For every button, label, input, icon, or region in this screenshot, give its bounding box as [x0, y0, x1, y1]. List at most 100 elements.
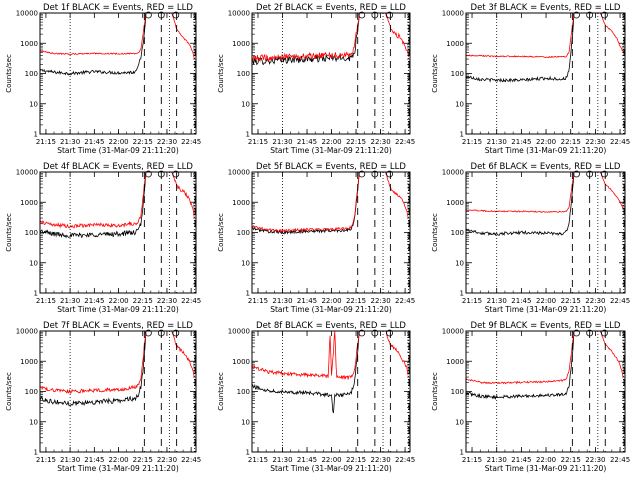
lld-series-line [40, 331, 195, 394]
y-axis-label: Counts/sec [5, 372, 13, 411]
panel-title: Det 5f BLACK = Events, RED = LLD [256, 162, 406, 172]
lld-series-line [40, 13, 195, 60]
x-tick-label: 22:45 [610, 456, 630, 464]
x-tick-label: 21:45 [297, 297, 317, 305]
x-axis-label: Start Time (31-Mar-09 21:11:20) [57, 146, 179, 155]
plot-frame [39, 330, 197, 453]
series-group [466, 172, 624, 237]
x-tick-label: 22:15 [346, 138, 366, 146]
panel-title: Det 4f BLACK = Events, RED = LLD [43, 162, 193, 172]
x-tick-label: 21:15 [462, 138, 482, 146]
y-tick-label: 10000 [228, 10, 250, 18]
saturation-circle-marker [172, 11, 180, 19]
y-tick-label: 10 [455, 259, 464, 267]
saturation-circle-marker [157, 329, 165, 337]
x-tick-label: 22:15 [346, 456, 366, 464]
series-group [40, 172, 195, 239]
x-tick-label: 22:15 [561, 297, 581, 305]
y-tick-label: 1 [34, 290, 38, 298]
x-tick-label: 22:45 [610, 297, 630, 305]
saturation-circle-marker [144, 11, 152, 19]
series-group [40, 331, 195, 407]
y-tick-label: 10 [29, 100, 38, 108]
y-tick-label: 1000 [446, 358, 464, 366]
y-axis-label: Counts/sec [431, 213, 439, 252]
y-tick-label: 10 [455, 100, 464, 108]
y-tick-label: 100 [237, 70, 250, 78]
lld-series-line [466, 331, 624, 385]
y-tick-label: 100 [25, 229, 38, 237]
x-axis-label: Start Time (31-Mar-09 21:11:20) [57, 464, 179, 473]
saturation-circle-marker [586, 11, 594, 19]
x-tick-label: 22:00 [536, 138, 556, 146]
x-tick-label: 22:45 [181, 456, 201, 464]
y-tick-label: 10000 [228, 328, 250, 336]
y-tick-label: 10000 [16, 10, 38, 18]
x-tick-label: 22:30 [370, 297, 390, 305]
events-series-line [40, 13, 147, 76]
x-tick-label: 21:15 [248, 138, 268, 146]
x-tick-label: 22:45 [610, 138, 630, 146]
y-tick-label: 1000 [232, 358, 250, 366]
detector-panel: Det 3f BLACK = Events, RED = LLD Counts/s… [431, 3, 630, 155]
x-tick-label: 22:45 [395, 138, 415, 146]
y-axis-label: Counts/sec [217, 54, 225, 93]
x-tick-label: 21:15 [248, 456, 268, 464]
x-tick-label: 21:45 [84, 297, 104, 305]
plot-frame [251, 330, 411, 453]
y-tick-label: 1000 [446, 40, 464, 48]
y-tick-label: 1000 [446, 199, 464, 207]
x-axis-label: Start Time (31-Mar-09 21:11:20) [485, 464, 607, 473]
y-tick-label: 10 [241, 259, 250, 267]
x-tick-label: 22:00 [321, 456, 341, 464]
x-tick-label: 21:30 [60, 138, 80, 146]
x-tick-label: 21:30 [272, 138, 292, 146]
x-tick-label: 22:00 [536, 456, 556, 464]
saturation-circle-marker [601, 170, 608, 178]
detector-panel: Det 6f BLACK = Events, RED = LLD Counts/s… [431, 162, 630, 314]
y-tick-label: 1 [34, 131, 38, 139]
x-tick-label: 21:30 [487, 297, 507, 305]
saturation-circle-marker [358, 11, 366, 19]
y-axis-label: Counts/sec [217, 213, 225, 252]
x-tick-label: 21:15 [462, 456, 482, 464]
panel-title: Det 6f BLACK = Events, RED = LLD [471, 162, 621, 172]
detector-panel: Det 9f BLACK = Events, RED = LLD Counts/s… [431, 321, 630, 473]
events-series-line [252, 331, 360, 414]
x-tick-label: 22:45 [181, 297, 201, 305]
events-series-line [40, 331, 147, 407]
saturation-circle-marker [586, 329, 594, 337]
y-tick-label: 10000 [442, 169, 464, 177]
y-axis-label: Counts/sec [431, 54, 439, 93]
saturation-circle-marker [371, 170, 379, 178]
y-tick-label: 1000 [232, 199, 250, 207]
plot-frame [465, 330, 626, 453]
y-tick-label: 100 [451, 70, 464, 78]
x-tick-label: 22:15 [346, 297, 366, 305]
saturation-circle-marker [601, 11, 608, 19]
x-tick-label: 22:00 [536, 297, 556, 305]
saturation-circle-marker [157, 170, 165, 178]
detector-panel: Det 7f BLACK = Events, RED = LLD Counts/s… [5, 321, 201, 473]
x-tick-label: 21:30 [60, 297, 80, 305]
x-tick-label: 21:30 [60, 456, 80, 464]
panel-title: Det 3f BLACK = Events, RED = LLD [471, 3, 621, 13]
panel-title: Det 9f BLACK = Events, RED = LLD [471, 321, 621, 331]
saturation-circle-marker [172, 170, 180, 178]
x-tick-label: 22:30 [585, 297, 605, 305]
saturation-circle-marker [601, 329, 608, 337]
plot-frame [251, 12, 411, 135]
saturation-circle-marker [573, 11, 580, 19]
saturation-circle-marker [358, 329, 366, 337]
y-tick-label: 1 [460, 131, 464, 139]
y-tick-label: 10000 [442, 328, 464, 336]
detector-panel: Det 2f BLACK = Events, RED = LLD Counts/s… [217, 3, 415, 155]
detector-panel: Det 4f BLACK = Events, RED = LLD Counts/s… [5, 162, 201, 314]
x-tick-label: 21:15 [36, 456, 56, 464]
y-tick-label: 1 [34, 449, 38, 457]
saturation-circle-marker [371, 11, 379, 19]
panel-title: Det 8f BLACK = Events, RED = LLD [256, 321, 406, 331]
events-series-line [252, 172, 360, 235]
y-tick-label: 1000 [20, 199, 38, 207]
x-tick-label: 22:00 [321, 297, 341, 305]
